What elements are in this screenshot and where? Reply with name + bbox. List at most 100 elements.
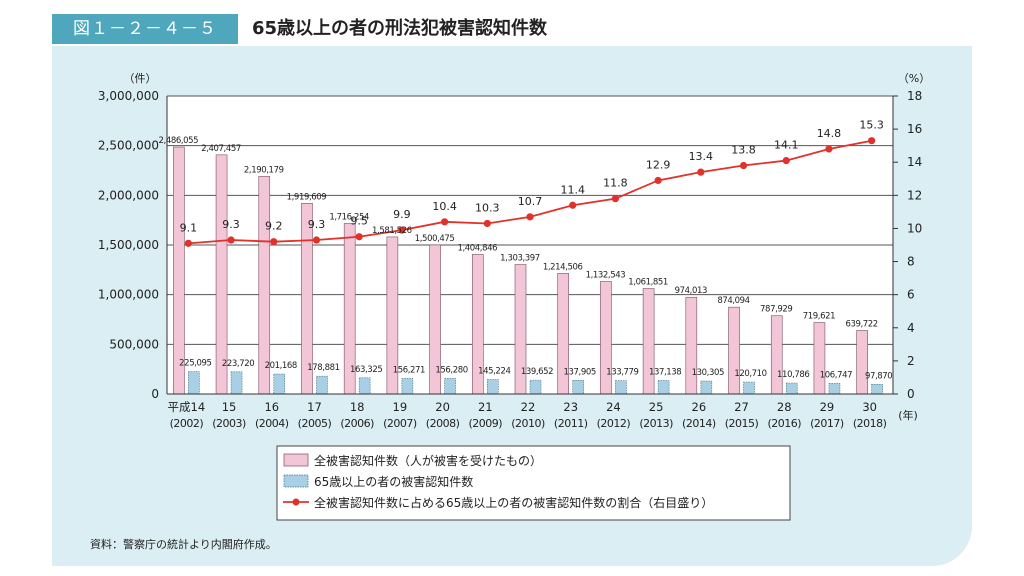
x-tick-sublabel: (2003): [212, 417, 246, 430]
ratio-point: [654, 176, 662, 185]
elderly-bar: [743, 381, 755, 395]
total-value-label: 2,190,179: [244, 165, 284, 175]
ratio-line: [184, 137, 876, 247]
ratio-point: [398, 226, 406, 234]
elderly-value-label: 97,870: [865, 371, 892, 381]
elderly-bar: [401, 378, 414, 395]
x-tick-sublabel: (2010): [511, 417, 545, 430]
elderly-bar: [529, 379, 542, 395]
elderly-bar: [785, 382, 798, 395]
x-tick-sublabel: (2002): [170, 417, 204, 430]
ratio-value-label: 11.4: [560, 183, 585, 196]
total-value-label: 1,500,475: [415, 234, 455, 244]
legend-label-total: 全被害認知件数（人が被害を受けたもの）: [314, 453, 542, 468]
axes: 0 500,000 1,000,000 1,500,000 2,000,000 2,500…: [98, 72, 930, 430]
y-right-tick-label: 18: [907, 89, 922, 103]
elderly-value-label: 223,720: [222, 359, 254, 369]
elderly-bar: [358, 377, 371, 395]
ratio-value-label: 12.9: [646, 158, 671, 171]
x-tick-label: 16: [264, 400, 279, 414]
legend: 全被害認知件数（人が被害を受けたもの） 65歳以上の者の被害認知件数全被害認知件数…: [276, 445, 791, 521]
ratio-value-label: 9.1: [180, 221, 198, 234]
ratio-point: [739, 161, 748, 170]
elderly-bar: [657, 380, 670, 395]
elderly-value-label: 178,881: [307, 363, 339, 373]
x-tick-sublabel: (2008): [426, 417, 460, 430]
x-tick-sublabel: (2005): [298, 417, 332, 430]
ratio-point: [868, 137, 876, 145]
elderly-bar: [486, 379, 499, 395]
total-value-label: 1,214,506: [543, 262, 583, 272]
total-value-label: 1,303,397: [500, 254, 540, 264]
ratio-value-label: 11.8: [603, 177, 628, 190]
ratio-point: [782, 156, 790, 165]
ratio-point: [526, 213, 534, 221]
y-left-tick-label: 0: [151, 387, 159, 401]
elderly-value-label: 130,305: [692, 368, 724, 378]
elderly-bar: [316, 375, 328, 395]
ratio-point: [355, 233, 363, 241]
x-unit: (年): [898, 408, 918, 422]
ratio-value-label: 9.9: [393, 208, 411, 221]
y-right-tick-label: 12: [907, 188, 922, 202]
x-tick-label: 19: [393, 400, 408, 414]
ratio-point: [227, 236, 235, 244]
elderly-value-label: 137,138: [649, 367, 681, 377]
elderly-bar: [273, 373, 286, 395]
x-tick-sublabel: (2012): [597, 417, 631, 430]
x-tick-label: 17: [307, 400, 322, 414]
total-value-label: 2,486,055: [159, 136, 199, 146]
total-value-label: 787,929: [760, 305, 792, 315]
elderly-value-label: 120,710: [734, 369, 766, 379]
x-tick-label: 30: [862, 400, 877, 414]
y-right-tick-label: 4: [907, 321, 915, 335]
x-tick-label: 22: [521, 400, 536, 414]
ratio-value-label: 10.3: [475, 201, 500, 214]
x-tick-label: 15: [222, 400, 237, 414]
y-right-tick-label: 8: [907, 255, 915, 269]
x-tick-sublabel: (2006): [340, 417, 374, 430]
elderly-value-label: 156,271: [393, 365, 425, 375]
figure-header: 図１－２－４－５ 65歳以上の者の刑法犯被害認知件数: [52, 10, 972, 46]
legend-box: [276, 445, 791, 521]
ratio-value-label: 10.7: [518, 195, 543, 208]
y-left-tick-label: 3,000,000: [98, 89, 159, 103]
x-tick-label: 平成14: [168, 400, 206, 414]
ratio-value-label: 13.4: [689, 150, 714, 163]
x-tick-label: 25: [649, 400, 664, 414]
total-value-label: 1,581,526: [372, 226, 412, 236]
total-value-label: 974,013: [675, 286, 707, 296]
legend-swatch-ratio-point: [292, 498, 300, 506]
total-value-label: 719,621: [803, 312, 835, 322]
ratio-value-label: 14.8: [817, 127, 842, 140]
total-bar: [642, 288, 655, 395]
elderly-bar: [700, 380, 713, 395]
total-value-label: 1,404,846: [457, 243, 497, 253]
total-value-label: 874,094: [717, 296, 749, 306]
x-tick-sublabel: (2007): [383, 417, 417, 430]
legend-swatch-elderly: [283, 474, 309, 488]
y-left-tick-label: 500,000: [109, 337, 159, 351]
total-value-label: 639,722: [845, 319, 877, 329]
legend-label-ratio: 全被害認知件数に占める65歳以上の者の被害認知件数の割合（右目盛り）: [314, 495, 713, 510]
y-right-unit: （%）: [898, 72, 930, 85]
elderly-value-label: 225,095: [179, 359, 211, 369]
y-right-tick-label: 2: [907, 354, 915, 368]
y-left-unit: （件）: [124, 72, 157, 85]
ratio-point: [825, 145, 833, 153]
data-labels: 2,486,055 225,095 2,407,457 223,720 2,190,17…: [159, 119, 893, 382]
ratio-value-label: 9.3: [308, 218, 326, 231]
y-right-tick-label: 16: [907, 122, 922, 136]
x-tick-label: 28: [777, 400, 792, 414]
total-value-label: 1,061,851: [628, 278, 668, 288]
x-tick-label: 23: [563, 400, 578, 414]
elderly-bar: [572, 380, 585, 395]
elderly-value-label: 163,325: [350, 365, 382, 375]
total-bar: [856, 330, 868, 395]
ratio-value-label: 13.8: [731, 144, 756, 157]
y-left-tick-label: 1,000,000: [98, 288, 159, 302]
x-tick-sublabel: (2015): [725, 417, 759, 430]
y-left-tick-label: 2,000,000: [98, 188, 159, 202]
x-tick-label: 27: [734, 400, 749, 414]
